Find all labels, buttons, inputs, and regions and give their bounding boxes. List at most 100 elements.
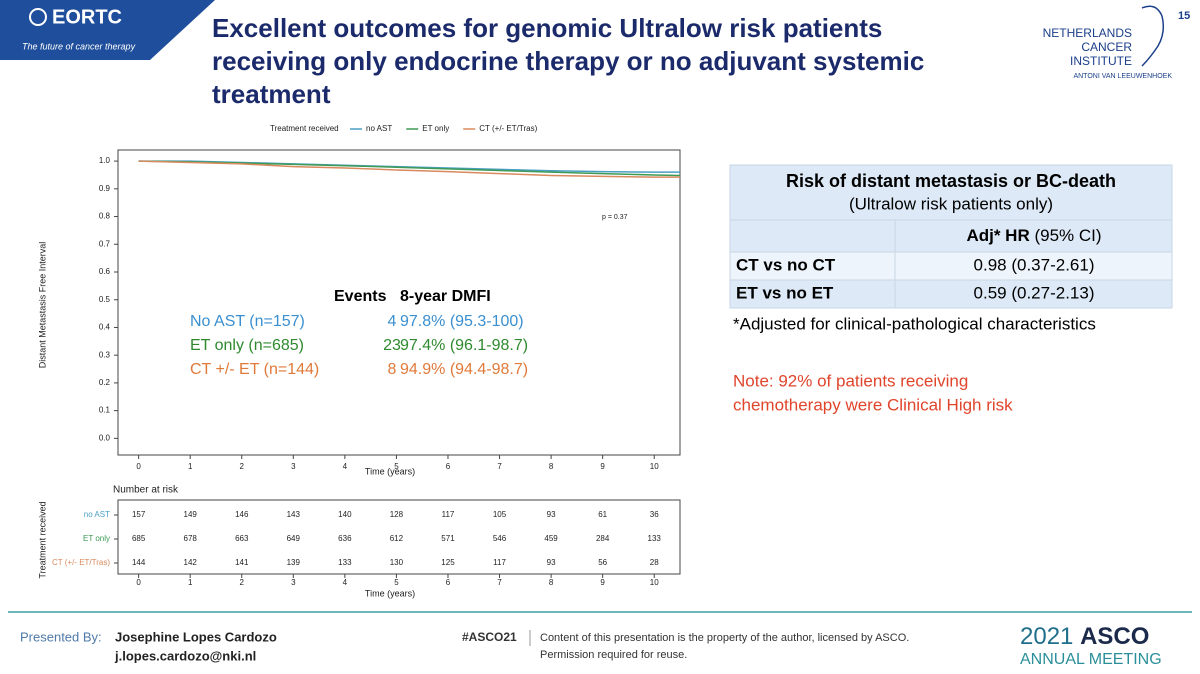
legend-label: ET only xyxy=(422,124,449,133)
x-tick-label: 10 xyxy=(650,462,659,471)
risk-count: 28 xyxy=(650,558,659,567)
risk-table-frame xyxy=(117,499,681,575)
table-cell xyxy=(894,279,1173,309)
risk-x-tick-label: 10 xyxy=(650,578,659,587)
presented-by: Presented By: xyxy=(20,629,102,644)
plot-frame xyxy=(117,149,681,456)
risk-x-tick-label: 9 xyxy=(600,578,605,587)
risk-count: 133 xyxy=(648,534,662,543)
x-tick-label: 5 xyxy=(394,462,399,471)
x-tick-label: 6 xyxy=(446,462,451,471)
risk-x-label: Time (years) xyxy=(365,588,415,598)
x-tick-label: 3 xyxy=(291,462,296,471)
x-tick-label: 1 xyxy=(188,462,193,471)
y-tick-label: 0.5 xyxy=(99,295,111,304)
risk-count: 125 xyxy=(441,558,455,567)
y-tick-label: 0.4 xyxy=(99,323,111,332)
y-tick-label: 0.0 xyxy=(99,433,111,442)
x-tick-label: 7 xyxy=(497,462,502,471)
risk-count: 105 xyxy=(493,510,507,519)
org-name: EORTC xyxy=(52,6,122,28)
dmfi-value: 97.4% (96.1-98.7) xyxy=(400,337,528,354)
meeting-name: ANNUAL MEETING xyxy=(1020,651,1162,668)
risk-x-tick-label: 2 xyxy=(240,578,245,587)
survival-curve xyxy=(138,160,681,177)
risk-x-tick-label: 1 xyxy=(188,578,193,587)
presenter: Josephine Lopes Cardozo xyxy=(115,629,277,644)
title-line: receiving only endocrine therapy or no a… xyxy=(212,46,924,76)
risk-count: 678 xyxy=(184,534,198,543)
events-count: 23 xyxy=(383,337,401,354)
logo-background xyxy=(0,0,215,60)
risk-count: 459 xyxy=(544,534,558,543)
events-count: 4 xyxy=(388,313,397,330)
risk-count: 284 xyxy=(596,534,610,543)
risk-count: 56 xyxy=(598,558,607,567)
legend-title: Treatment received xyxy=(270,124,339,133)
risk-count: 133 xyxy=(338,558,352,567)
x-tick-label: 9 xyxy=(600,462,605,471)
column-header: Events xyxy=(334,288,387,305)
risk-count: 117 xyxy=(442,510,455,519)
hr-table: Risk of distant metastasis or BC-death (… xyxy=(729,164,1173,309)
institute-line: ANTONI VAN LEEUWENHOEK xyxy=(1073,73,1172,80)
summary-table: Events 8-year DMFI xyxy=(334,288,491,305)
hashtag: #ASCO21 xyxy=(462,630,517,644)
slide-title: Excellent outcomes for genomic Ultralow … xyxy=(212,13,924,109)
risk-count: 649 xyxy=(287,534,301,543)
org-tagline: The future of cancer therapy xyxy=(22,41,136,51)
risk-count: 128 xyxy=(390,510,404,519)
x-tick-label: 8 xyxy=(549,462,554,471)
table-subtitle: (Ultralow risk patients only) xyxy=(849,194,1053,213)
institute-line: INSTITUTE xyxy=(1070,54,1132,68)
risk-count: 157 xyxy=(132,510,146,519)
title-line: treatment xyxy=(212,79,331,109)
column-header: Adj* HR (95% CI) xyxy=(966,226,1101,245)
p-value: p = 0.37 xyxy=(602,214,628,221)
header-bold: Adj* HR xyxy=(966,226,1029,245)
risk-row-label: ET only xyxy=(83,534,110,543)
risk-count: 685 xyxy=(132,534,146,543)
x-tick-label: 2 xyxy=(240,462,245,471)
hr-value: 0.98 (0.37-2.61) xyxy=(974,255,1095,274)
y-tick-label: 1.0 xyxy=(99,156,111,165)
risk-count: 117 xyxy=(493,558,506,567)
institute-icon xyxy=(1141,5,1165,67)
y-tick-label: 0.1 xyxy=(99,406,111,415)
risk-count: 143 xyxy=(287,510,301,519)
x-tick-label: 0 xyxy=(136,462,141,471)
x-axis-label: Time (years) xyxy=(365,466,415,476)
risk-x-tick-label: 4 xyxy=(343,578,348,587)
row-label: CT vs no CT xyxy=(736,255,836,274)
risk-count: 36 xyxy=(650,510,659,519)
risk-x-tick-label: 7 xyxy=(497,578,502,587)
institute-logo: NETHERLANDS CANCER INSTITUTE ANTONI VAN … xyxy=(1043,26,1173,80)
risk-count: 142 xyxy=(184,558,198,567)
risk-count: 663 xyxy=(235,534,249,543)
column-header: 8-year DMFI xyxy=(400,288,491,305)
disclaimer-line: Permission required for reuse. xyxy=(540,649,687,661)
table-cell xyxy=(894,219,1173,253)
group-label: No AST (n=157) xyxy=(190,313,305,330)
risk-table-title: Number at risk xyxy=(113,485,179,496)
y-tick-label: 0.9 xyxy=(99,184,111,193)
risk-row-label: no AST xyxy=(84,510,110,519)
events-count: 8 xyxy=(388,361,397,378)
footnote: *Adjusted for clinical-pathological char… xyxy=(733,314,1096,333)
email: j.lopes.cardozo@nki.nl xyxy=(114,648,256,663)
disclaimer-line: Content of this presentation is the prop… xyxy=(540,632,909,644)
slide-number: 15 xyxy=(1178,10,1190,22)
risk-count: 146 xyxy=(235,510,249,519)
y-tick-label: 0.2 xyxy=(99,378,111,387)
y-tick-label: 0.3 xyxy=(99,350,111,359)
risk-x-tick-label: 8 xyxy=(549,578,554,587)
risk-count: 93 xyxy=(547,510,556,519)
risk-x-tick-label: 5 xyxy=(394,578,399,587)
note-line: Note: 92% of patients receiving xyxy=(733,371,968,390)
meeting-year: 2021 xyxy=(1020,623,1073,650)
meeting-org: ASCO xyxy=(1080,623,1149,650)
risk-count: 93 xyxy=(547,558,556,567)
group-label: CT +/- ET (n=144) xyxy=(190,361,319,378)
